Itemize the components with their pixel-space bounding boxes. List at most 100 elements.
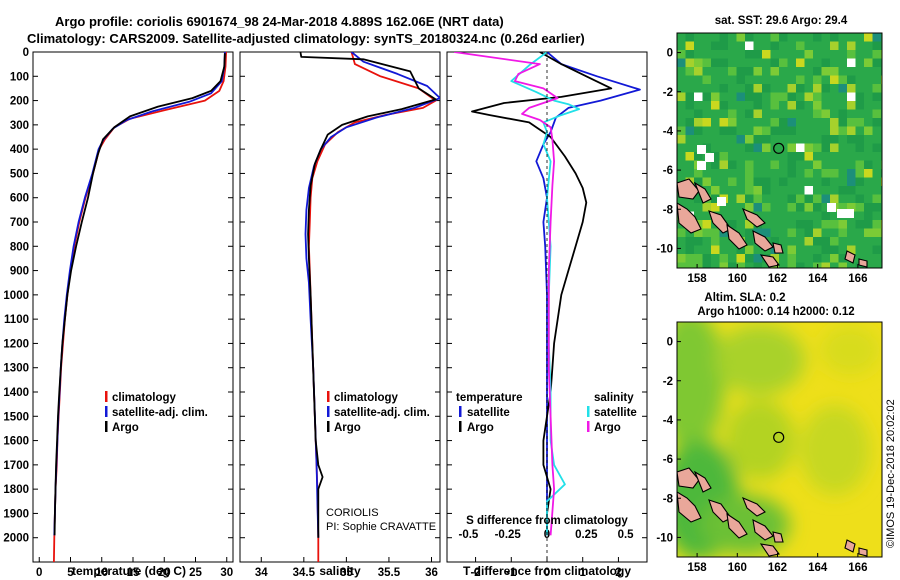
sst-cell [728, 160, 737, 169]
y-tick-label: 400 [10, 144, 29, 156]
annotation-coriolis: CORIOLIS [326, 507, 379, 519]
sst-cell [728, 67, 737, 76]
sst-cell [677, 262, 686, 268]
sst-cell [685, 237, 694, 246]
sst-cell [694, 67, 703, 76]
sst-cell [821, 109, 830, 118]
sst-cell [677, 58, 686, 67]
sla-blob [725, 400, 795, 480]
island-shape [693, 470, 712, 493]
sst-cell [787, 262, 796, 268]
sst-cell [787, 245, 796, 254]
sst-cell [787, 169, 796, 178]
island-shape [726, 223, 748, 250]
sst-cell [779, 177, 788, 186]
difference-depth-ticks [447, 51, 647, 539]
sst-cell [736, 245, 745, 254]
legend-label-argo: Argo [334, 422, 361, 434]
temperature-axes-frame [32, 51, 234, 563]
sst-cell [847, 245, 856, 254]
sst-cell [864, 33, 873, 42]
sla-map-landmass [677, 467, 868, 557]
map-x-tick-label: 158 [688, 562, 708, 574]
sst-cell [702, 228, 711, 237]
legend-swatch-sat-temperature [459, 406, 462, 417]
annotation-pi: PI: Sophie CRAVATTE [326, 521, 436, 533]
argo-location-marker [773, 142, 785, 154]
sst-cell [821, 135, 830, 144]
sst-cell [736, 262, 745, 268]
island-shape [844, 250, 856, 264]
sst-cell [694, 92, 703, 101]
sst-cell [753, 126, 762, 135]
sst-cell [787, 228, 796, 237]
map-x-tick-label: 160 [728, 562, 747, 574]
sst-cell [821, 143, 830, 152]
island-shape [708, 210, 732, 234]
sst-map-frame [676, 32, 883, 269]
sst-cell [770, 254, 779, 263]
legend-swatch-argo [105, 421, 108, 432]
sst-cell [872, 41, 881, 50]
sst-cell [685, 262, 694, 268]
sst-cell [702, 203, 711, 212]
sst-cell [855, 135, 864, 144]
island-shape [741, 207, 766, 228]
sst-cell [813, 84, 822, 93]
sst-cell [830, 220, 839, 229]
sst-cell [745, 135, 754, 144]
temperature-lines [53, 52, 227, 562]
sst-cell [753, 84, 762, 93]
sst-cell [847, 41, 856, 50]
island-shape [677, 202, 702, 234]
sst-cell [821, 194, 830, 203]
y-tick-label: 500 [10, 168, 29, 180]
sst-cell [745, 41, 754, 50]
salinity-lines [299, 52, 440, 562]
x-tick-label: 0 [544, 567, 550, 579]
y-tick-label: 1700 [3, 460, 29, 472]
sst-cell [838, 118, 847, 127]
legend-label-satellite: satellite-adj. clim. [334, 407, 430, 419]
salinity-legend: climatology satellite-adj. clim. Argo [327, 391, 430, 434]
sst-cell [736, 33, 745, 42]
sst-cell [855, 220, 864, 229]
title-line-1: Argo profile: coriolis 6901674_98 24-Mar… [55, 14, 504, 29]
temperature-legend: climatology satellite-adj. clim. Argo [105, 391, 208, 434]
map-y-tick-label: -10 [656, 243, 673, 255]
sst-cell [702, 143, 711, 152]
sst-cell [753, 203, 762, 212]
island-shape [693, 181, 712, 204]
sst-cell [779, 58, 788, 67]
top-x-tick-label: 0.25 [575, 529, 598, 541]
sst-cell [753, 143, 762, 152]
sst-cell [719, 33, 728, 42]
y-tick-label: 0 [23, 47, 29, 59]
sst-cell [787, 160, 796, 169]
sst-cell [711, 237, 720, 246]
sst-cell [855, 160, 864, 169]
sst-cell [677, 135, 686, 144]
island-shape [752, 230, 774, 252]
x-tick-label: 10 [95, 567, 108, 579]
sst-cell [855, 118, 864, 127]
sst-cell [677, 254, 686, 263]
sla-blob [677, 322, 725, 450]
legend-swatch-argo-salinity [587, 421, 590, 432]
map-y-tick-label: -8 [663, 493, 674, 505]
sst-cell [821, 84, 830, 93]
sst-cell [838, 126, 847, 135]
sst-cell [813, 160, 822, 169]
legend-swatch-sat-salinity [587, 406, 590, 417]
sst-cell [762, 177, 771, 186]
legend-label-argo-salinity: Argo [594, 422, 621, 434]
sst-cell [872, 143, 881, 152]
sst-cell [745, 237, 754, 246]
sst-cell [753, 228, 762, 237]
salinity-x-axis: 34 34.5 35 35.5 36 [255, 557, 438, 579]
sst-cell [821, 67, 830, 76]
island-shape [752, 519, 774, 541]
sst-cell [770, 101, 779, 110]
difference-panel: -2 -1 0 1 2-0.5 -0.25 0 0.25 0.5 temperature sat… [446, 51, 648, 579]
sst-cell [711, 58, 720, 67]
